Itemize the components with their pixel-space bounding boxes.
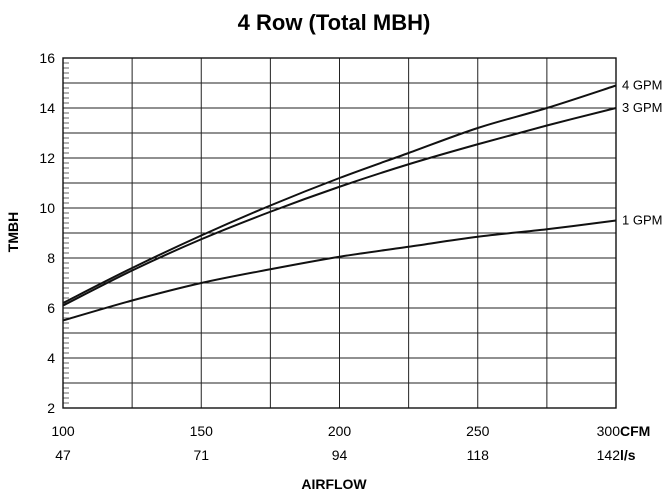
- x-tick-label-secondary: 94: [332, 447, 348, 463]
- x-axis-label: AIRFLOW: [301, 476, 367, 492]
- x-tick-label-secondary: 71: [193, 447, 209, 463]
- series-labels: 4 GPM 3 GPM 1 GPM: [622, 78, 662, 228]
- y-tick-labels: 2 4 6 8 10 12 14 16: [39, 50, 55, 416]
- x-tick-label-secondary: 118: [467, 447, 490, 463]
- x-unit-secondary: l/s: [620, 447, 636, 463]
- series-line: [62, 107, 617, 307]
- y-tick-label: 2: [47, 400, 55, 416]
- plot-grid: [62, 57, 617, 409]
- x-tick-labels: 100 47 150 71 200 94 250 118 300 142: [51, 423, 620, 463]
- series-label: 4 GPM: [622, 78, 662, 93]
- chart-title: 4 Row (Total MBH): [238, 10, 431, 35]
- series-lines: [62, 84, 617, 322]
- x-tick-label-secondary: 142: [597, 447, 621, 463]
- y-tick-label: 12: [39, 150, 55, 166]
- y-tick-label: 16: [39, 50, 55, 66]
- y-tick-label: 6: [47, 300, 55, 316]
- y-tick-label: 4: [47, 350, 55, 366]
- x-tick-label: 150: [190, 423, 214, 439]
- plot-frame: [62, 57, 617, 409]
- x-tick-label: 100: [51, 423, 75, 439]
- y-tick-label: 8: [47, 250, 55, 266]
- y-tick-label: 10: [39, 200, 55, 216]
- x-tick-label: 200: [328, 423, 352, 439]
- y-axis-label: TMBH: [5, 212, 21, 252]
- x-tick-label-secondary: 47: [55, 447, 71, 463]
- series-line: [62, 84, 617, 304]
- x-tick-label: 300: [597, 423, 621, 439]
- series-label: 1 GPM: [622, 213, 662, 228]
- y-tick-label: 14: [39, 100, 55, 116]
- x-tick-label: 250: [466, 423, 490, 439]
- x-unit-primary: CFM: [620, 423, 650, 439]
- series-label: 3 GPM: [622, 100, 662, 115]
- series-line: [62, 219, 617, 322]
